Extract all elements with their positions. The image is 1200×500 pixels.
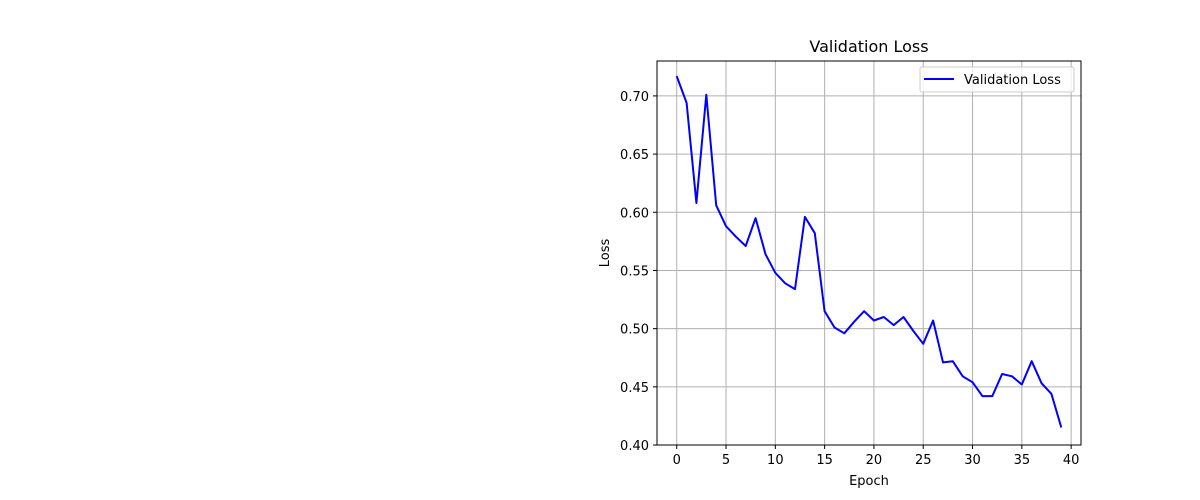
- series-line: [675, 75, 1063, 428]
- y-tick-label: 0.40: [620, 439, 649, 454]
- x-tick-label: 40: [1063, 453, 1080, 468]
- x-tick-label: 10: [767, 453, 784, 468]
- x-tick-label: 0: [673, 453, 681, 468]
- y-tick-label: 0.55: [620, 264, 649, 279]
- y-tick-label: 0.60: [620, 206, 649, 221]
- x-tick-label: 30: [964, 453, 981, 468]
- legend: Validation Loss: [919, 66, 1075, 93]
- y-tick-label: 0.45: [620, 381, 649, 396]
- x-tick-label: 25: [915, 453, 932, 468]
- y-tick-label: 0.70: [620, 90, 649, 105]
- axis-ticks: 0 5 10 15 20 25 30 35 40 0.40 0.45 0.50 0.55 0.60 0.65…: [620, 90, 1079, 468]
- legend-box: [919, 66, 1075, 93]
- x-tick-label: 5: [722, 453, 730, 468]
- y-axis-label: Loss: [598, 239, 613, 268]
- x-tick-label: 15: [816, 453, 833, 468]
- x-tick-label: 35: [1014, 453, 1031, 468]
- legend-label: Validation Loss: [964, 73, 1061, 88]
- x-tick-label: 20: [866, 453, 883, 468]
- y-tick-label: 0.50: [620, 323, 649, 338]
- plot-frame: [656, 60, 1082, 446]
- x-axis-label: Epoch: [849, 474, 889, 489]
- chart-title: Validation Loss: [809, 37, 928, 56]
- y-tick-label: 0.65: [620, 148, 649, 163]
- series-layer: [675, 75, 1063, 428]
